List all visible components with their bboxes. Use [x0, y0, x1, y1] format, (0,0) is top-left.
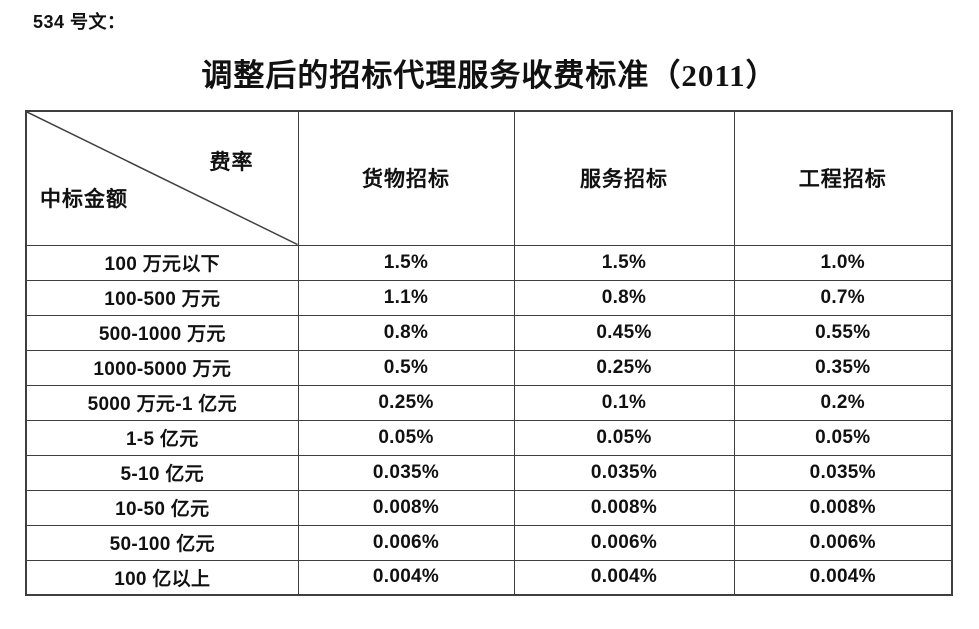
works-rate-cell: 0.55%	[733, 314, 953, 351]
corner-amount-label: 中标金额	[40, 186, 128, 211]
works-rate-cell: 0.006%	[733, 524, 953, 561]
column-header-service: 服务招标	[513, 110, 735, 246]
document-reference: 534 号文：	[33, 12, 126, 32]
works-rate-cell: 0.035%	[733, 454, 953, 491]
works-rate-cell: 0.7%	[733, 279, 953, 316]
amount-range-cell: 100-500 万元	[25, 279, 299, 316]
amount-range-cell: 500-1000 万元	[25, 314, 299, 351]
goods-rate-cell: 0.8%	[297, 314, 515, 351]
goods-rate-cell: 0.004%	[297, 559, 515, 596]
goods-rate-cell: 1.1%	[297, 279, 515, 316]
works-rate-cell: 0.2%	[733, 384, 953, 421]
amount-range-cell: 1000-5000 万元	[25, 349, 299, 386]
amount-range-cell: 1-5 亿元	[25, 419, 299, 456]
table-row: 500-1000 万元 0.8% 0.45% 0.55%	[25, 314, 953, 351]
goods-rate-cell: 0.25%	[297, 384, 515, 421]
works-rate-cell: 0.35%	[733, 349, 953, 386]
table-row: 1000-5000 万元 0.5% 0.25% 0.35%	[25, 349, 953, 386]
table-row: 5000 万元-1 亿元 0.25% 0.1% 0.2%	[25, 384, 953, 421]
works-rate-cell: 0.008%	[733, 489, 953, 526]
service-rate-cell: 0.004%	[513, 559, 735, 596]
corner-fee-rate-label: 费率	[209, 150, 254, 174]
amount-range-cell: 5000 万元-1 亿元	[25, 384, 299, 421]
works-rate-cell: 1.0%	[733, 244, 953, 281]
service-rate-cell: 0.8%	[513, 279, 735, 316]
goods-rate-cell: 1.5%	[297, 244, 515, 281]
amount-range-cell: 100 亿以上	[25, 559, 299, 596]
service-rate-cell: 0.45%	[513, 314, 735, 351]
table-row: 100-500 万元 1.1% 0.8% 0.7%	[25, 279, 953, 316]
works-rate-cell: 0.004%	[733, 559, 953, 596]
goods-rate-cell: 0.008%	[297, 489, 515, 526]
amount-range-cell: 100 万元以下	[25, 244, 299, 281]
table-row: 1-5 亿元 0.05% 0.05% 0.05%	[25, 419, 953, 456]
amount-range-cell: 5-10 亿元	[25, 454, 299, 491]
service-rate-cell: 0.1%	[513, 384, 735, 421]
service-rate-cell: 1.5%	[513, 244, 735, 281]
table-row: 100 万元以下 1.5% 1.5% 1.0%	[25, 244, 953, 281]
amount-range-cell: 50-100 亿元	[25, 524, 299, 561]
table-row: 50-100 亿元 0.006% 0.006% 0.006%	[25, 524, 953, 561]
table-row: 5-10 亿元 0.035% 0.035% 0.035%	[25, 454, 953, 491]
works-rate-cell: 0.05%	[733, 419, 953, 456]
amount-range-cell: 10-50 亿元	[25, 489, 299, 526]
goods-rate-cell: 0.5%	[297, 349, 515, 386]
column-header-works: 工程招标	[733, 110, 953, 246]
goods-rate-cell: 0.006%	[297, 524, 515, 561]
page-title: 调整后的招标代理服务收费标准（2011）	[201, 58, 778, 93]
service-rate-cell: 0.008%	[513, 489, 735, 526]
table-row: 10-50 亿元 0.008% 0.008% 0.008%	[25, 489, 953, 526]
service-rate-cell: 0.035%	[513, 454, 735, 491]
table-row: 100 亿以上 0.004% 0.004% 0.004%	[25, 559, 953, 596]
fee-standard-table: 费率 中标金额 货物招标 服务招标 工程招标 100 万元以下 1.5% 1.5…	[25, 110, 953, 596]
corner-header-cell: 费率 中标金额	[25, 110, 299, 246]
service-rate-cell: 0.05%	[513, 419, 735, 456]
fee-table-body: 100 万元以下 1.5% 1.5% 1.0% 100-500 万元 1.1% …	[25, 244, 953, 596]
goods-rate-cell: 0.05%	[297, 419, 515, 456]
table-header-row: 费率 中标金额 货物招标 服务招标 工程招标	[25, 110, 953, 246]
service-rate-cell: 0.25%	[513, 349, 735, 386]
service-rate-cell: 0.006%	[513, 524, 735, 561]
column-header-goods: 货物招标	[297, 110, 515, 246]
diagonal-divider-line	[27, 112, 298, 245]
goods-rate-cell: 0.035%	[297, 454, 515, 491]
